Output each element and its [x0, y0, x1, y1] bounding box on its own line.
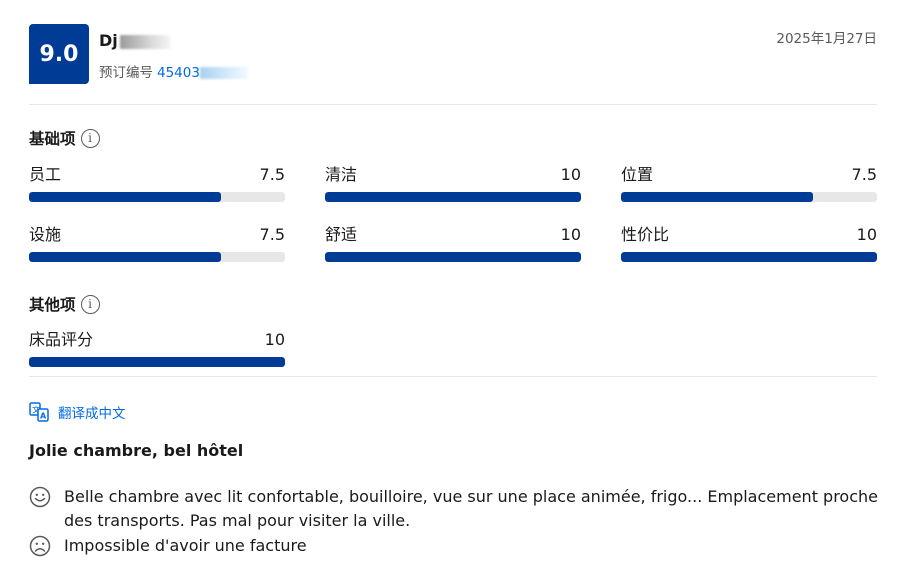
metric-label: 舒适 — [325, 225, 358, 244]
info-icon[interactable]: i — [80, 128, 100, 148]
metric-value: 10 — [560, 165, 581, 184]
negative-comment: Impossible d'avoir une facture — [29, 534, 879, 558]
metric-label: 床品评分 — [29, 330, 94, 349]
translate-icon: 文 A — [29, 402, 49, 422]
metric-value: 7.5 — [259, 165, 285, 184]
metric-bar — [621, 192, 877, 202]
negative-comment-text: Impossible d'avoir une facture — [64, 536, 307, 555]
review-title: Jolie chambre, bel hôtel — [29, 441, 244, 460]
base-section-title: 基础项 i — [29, 127, 100, 149]
positive-comment-text: Belle chambre avec lit confortable, boui… — [64, 487, 878, 530]
frown-icon — [29, 535, 51, 557]
metric-value: 10 — [560, 225, 581, 244]
metric-staff: 员工 7.5 — [29, 164, 285, 202]
booking-label: 预订编号 — [99, 65, 153, 81]
info-icon[interactable]: i — [80, 294, 100, 314]
metric-value-for-money: 性价比 10 — [621, 224, 877, 262]
metric-label: 性价比 — [621, 225, 670, 244]
metric-bar-fill — [29, 252, 221, 262]
metric-facilities: 设施 7.5 — [29, 224, 285, 262]
translate-link[interactable]: 文 A 翻译成中文 — [29, 402, 126, 422]
metric-bar — [29, 252, 285, 262]
metric-bed-quality: 床品评分 10 — [29, 329, 285, 367]
metric-value: 10 — [264, 330, 285, 349]
metric-bar-fill — [621, 192, 813, 202]
booking-info: 预订编号 45403 — [99, 61, 248, 81]
metric-label: 清洁 — [325, 165, 358, 184]
metric-bar — [325, 192, 581, 202]
metric-bar-fill — [325, 192, 581, 202]
translate-label[interactable]: 翻译成中文 — [58, 406, 126, 422]
redacted-name — [119, 34, 170, 49]
metric-value: 10 — [856, 225, 877, 244]
score-badge: 9.0 — [29, 24, 89, 84]
metric-label: 员工 — [29, 165, 62, 184]
reviewer-name: Dj — [99, 31, 170, 50]
metric-value: 7.5 — [259, 225, 285, 244]
metric-bar — [325, 252, 581, 262]
metric-bar — [29, 192, 285, 202]
metric-bar-fill — [621, 252, 877, 262]
metric-bar-fill — [325, 252, 581, 262]
metric-location: 位置 7.5 — [621, 164, 877, 202]
divider — [29, 104, 877, 105]
smile-icon — [29, 486, 51, 508]
redacted-number — [199, 67, 248, 79]
score-value: 9.0 — [39, 41, 79, 67]
positive-comment: Belle chambre avec lit confortable, boui… — [29, 485, 879, 533]
metric-bar — [621, 252, 877, 262]
metric-bar-fill — [29, 192, 221, 202]
metric-bar — [29, 357, 285, 367]
metric-value: 7.5 — [851, 165, 877, 184]
metric-label: 设施 — [29, 225, 62, 244]
metric-cleanliness: 清洁 10 — [325, 164, 581, 202]
booking-number[interactable]: 45403 — [157, 65, 200, 81]
divider — [29, 376, 877, 377]
metric-comfort: 舒适 10 — [325, 224, 581, 262]
review-date: 2025年1月27日 — [776, 31, 877, 47]
metric-label: 位置 — [621, 165, 654, 184]
svg-text:文: 文 — [32, 405, 40, 415]
svg-text:A: A — [40, 412, 47, 421]
metric-bar-fill — [29, 357, 285, 367]
other-section-title: 其他项 i — [29, 293, 100, 315]
